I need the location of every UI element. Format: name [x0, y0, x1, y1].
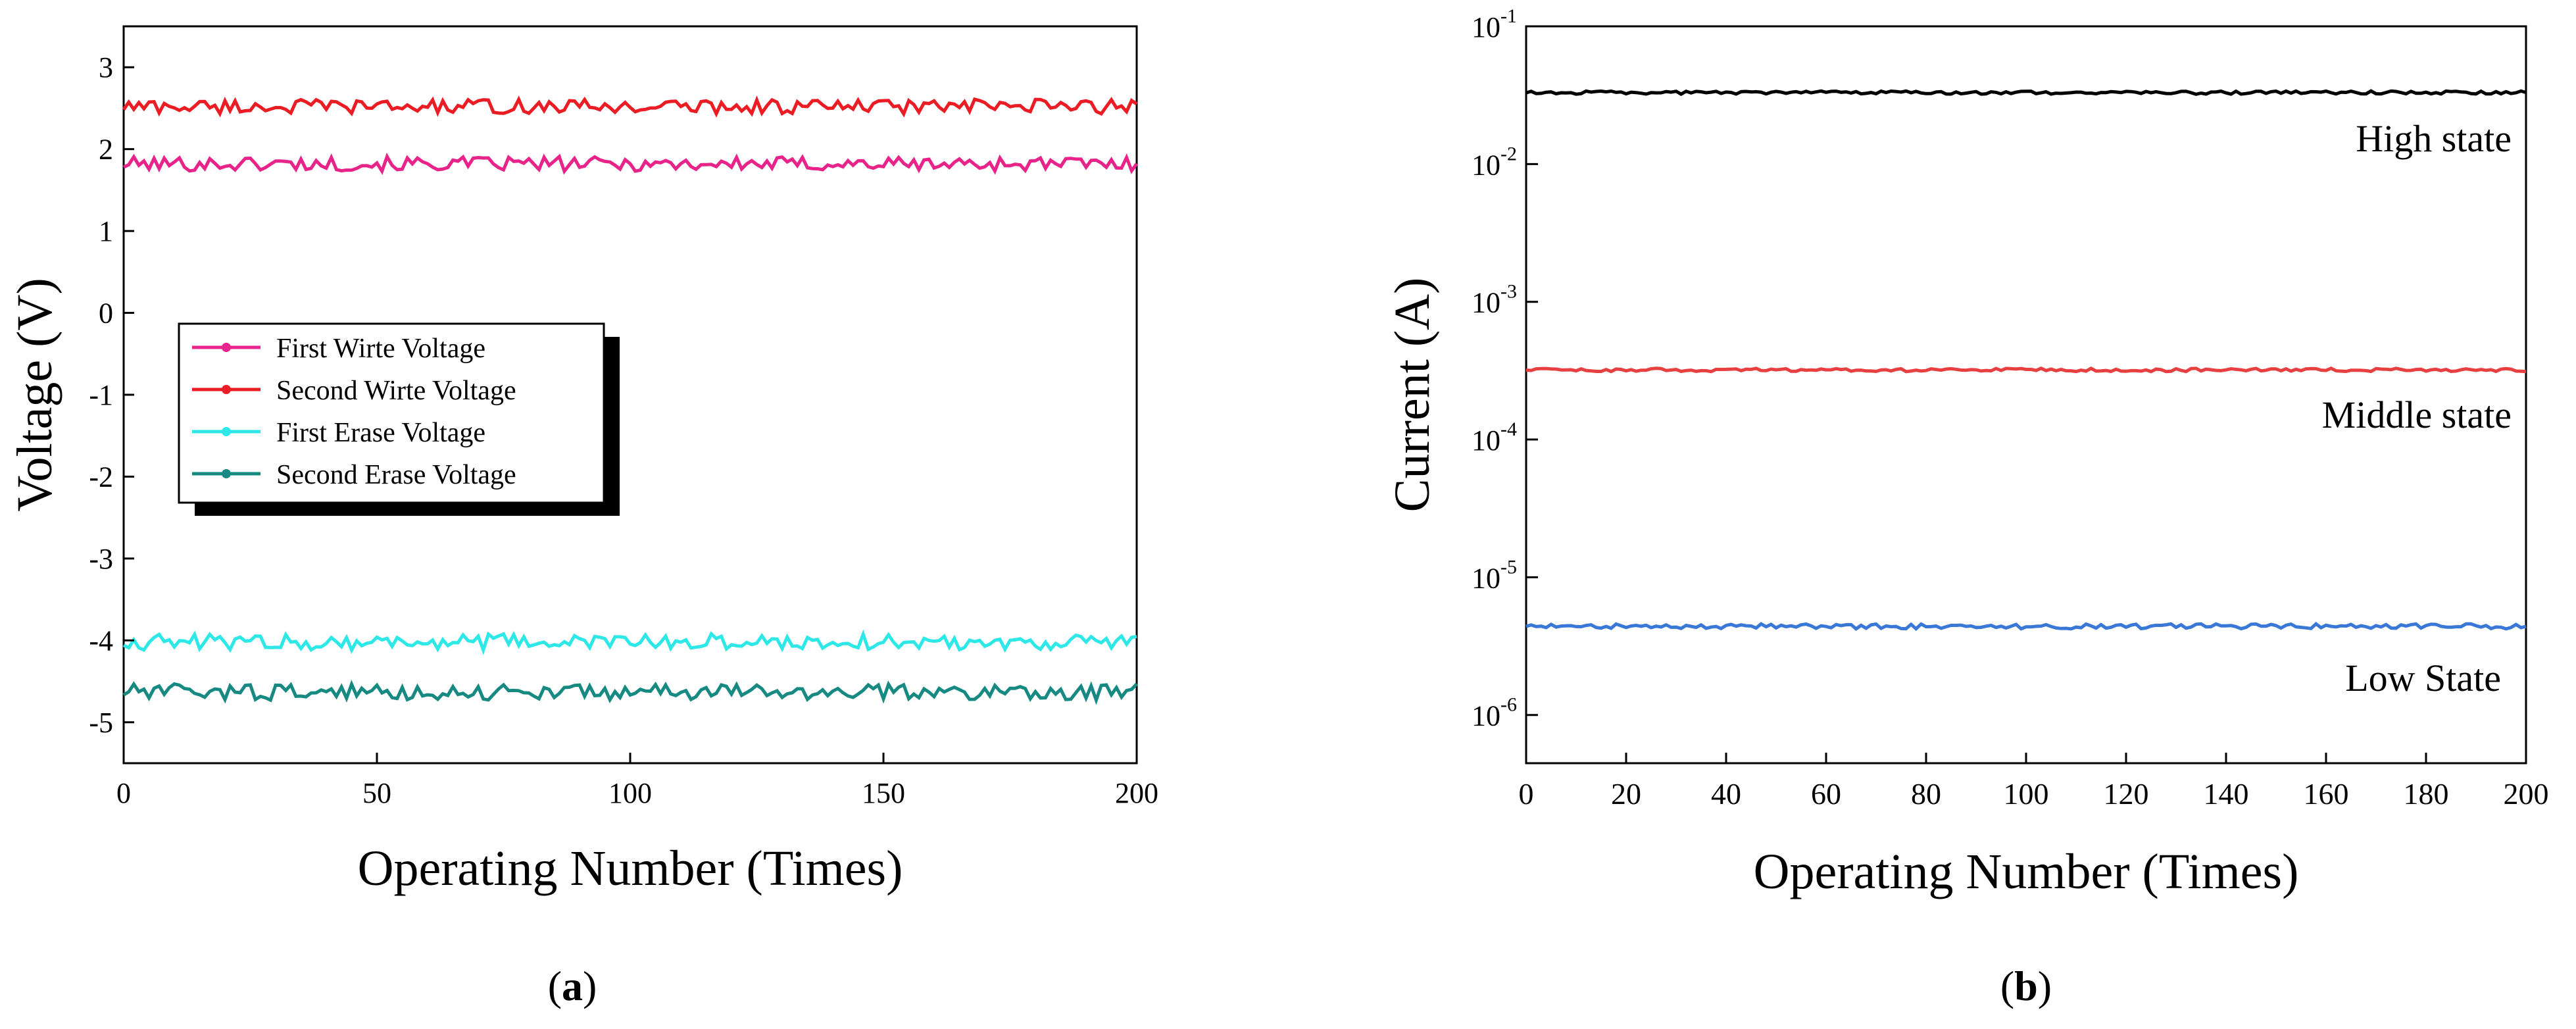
series-line-a [122, 629, 1137, 655]
legend-label: First Wirte Voltage [276, 334, 485, 364]
y-tick-label-a: 1 [99, 215, 113, 247]
voltage-series-group [122, 95, 1139, 705]
y-tick-label-b: 10-2 [1472, 143, 1517, 181]
state-label-low: Low State [2345, 657, 2501, 699]
y-tick-label-b: 10-3 [1472, 281, 1517, 319]
x-tick-label-b: 0 [1519, 777, 1534, 811]
x-tick-label-b: 80 [1911, 777, 1941, 811]
legend-label: Second Erase Voltage [276, 460, 516, 490]
x-tick-label-a: 150 [862, 777, 905, 809]
y-tick-label-a: -3 [89, 543, 113, 575]
legend-label: Second Wirte Voltage [276, 376, 516, 406]
x-tick-label-b: 100 [2004, 777, 2049, 811]
legend-marker [222, 385, 231, 394]
x-tick-label-a: 100 [608, 777, 652, 809]
y-tick-label-a: 3 [99, 51, 113, 84]
series-line-a [122, 680, 1138, 705]
legend-a: First Wirte Voltage Second Wirte Voltage F… [178, 322, 620, 516]
x-tick-label-a: 0 [116, 777, 131, 809]
x-tick-label-b: 140 [2204, 777, 2249, 811]
series-line-b [1525, 89, 2527, 96]
y-tick-label-a: -1 [89, 379, 113, 411]
panel-label-b: (b) [2000, 963, 2052, 1009]
panel-label-a: (a) [548, 963, 597, 1009]
y-tick-label-b: 10-1 [1472, 5, 1517, 43]
legend-marker [222, 427, 231, 436]
x-tick-label-a: 200 [1115, 777, 1158, 809]
y-tick-label-a: -5 [89, 707, 113, 739]
xlabel-a: Operating Number (Times) [358, 841, 903, 896]
x-tick-label-b: 180 [2404, 777, 2449, 811]
current-chart: 0 20 40 60 80 100 120 140 160 180 200 10-6 10-5 10-4 1… [1385, 5, 2549, 899]
x-tick-label-b: 20 [1611, 777, 1641, 811]
y-tick-label-a: -4 [89, 624, 113, 657]
ylabel-a: Voltage (V) [7, 278, 62, 511]
x-tick-label-b: 120 [2104, 777, 2149, 811]
axis-ticks-b: 0 20 40 60 80 100 120 140 160 180 200 10-6 10-5 10-4 1… [1472, 5, 2549, 811]
y-tick-label-b: 10-6 [1472, 694, 1517, 732]
ylabel-b: Current (A) [1385, 278, 1440, 513]
y-tick-label-b: 10-4 [1472, 418, 1517, 457]
series-line-b [1525, 622, 2527, 632]
x-tick-label-a: 50 [362, 777, 391, 809]
current-series-group [1525, 89, 2527, 632]
y-tick-label-a: -2 [89, 461, 113, 493]
x-tick-label-b: 200 [2504, 777, 2549, 811]
axis-ticks-a: 0 50 100 150 200 -5 -4 -3 -2 -1 0 1 2 3 [89, 51, 1158, 809]
legend-marker [222, 469, 231, 478]
state-label-middle: Middle state [2322, 393, 2512, 436]
series-line-a [122, 152, 1139, 175]
legend-marker [222, 343, 231, 352]
y-tick-label-a: 2 [99, 134, 113, 166]
series-line-b [1525, 366, 2527, 374]
legend-label: First Erase Voltage [276, 418, 485, 448]
x-tick-label-b: 40 [1711, 777, 1741, 811]
y-tick-label-a: 0 [99, 297, 113, 330]
x-tick-label-b: 160 [2304, 777, 2349, 811]
state-label-high: High state [2356, 117, 2512, 160]
y-tick-label-b: 10-5 [1472, 556, 1517, 594]
voltage-chart: 0 50 100 150 200 -5 -4 -3 -2 -1 0 1 2 3 Operating Num… [7, 25, 1158, 896]
x-tick-label-b: 60 [1811, 777, 1841, 811]
xlabel-b: Operating Number (Times) [1754, 844, 2299, 899]
series-line-a [122, 95, 1138, 118]
